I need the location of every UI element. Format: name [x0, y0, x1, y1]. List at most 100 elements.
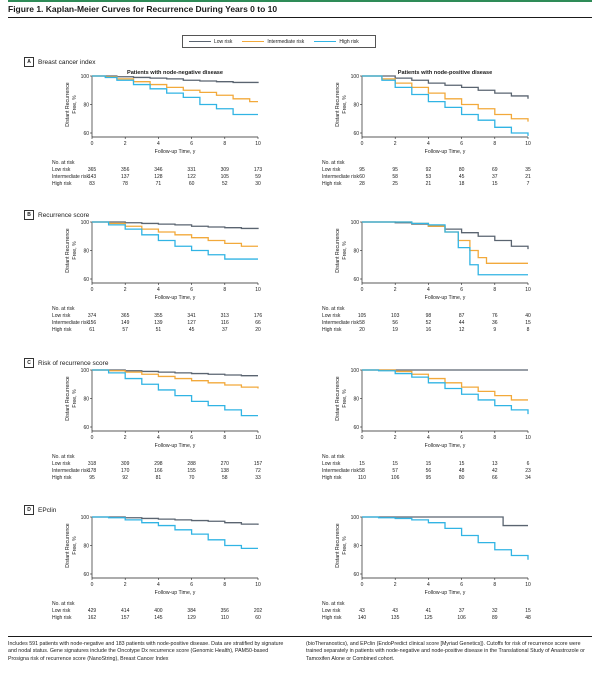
- footer-rule: [8, 636, 592, 637]
- x-tick-label: 2: [124, 582, 127, 588]
- x-tick-label: 10: [255, 287, 261, 293]
- x-axis-label: Follow-up Time, y: [425, 149, 466, 155]
- section-title: Risk of recurrence score: [38, 359, 109, 367]
- risk-row-label: High risk: [52, 181, 72, 187]
- risk-cell: 21: [525, 174, 531, 180]
- y-tick-label: 80: [83, 396, 89, 402]
- series-line-low-risk: [362, 516, 528, 527]
- risk-row-label: Low risk: [52, 167, 71, 173]
- series-line-low-risk: [92, 75, 259, 84]
- y-axis-label: Distant Recurrence: [65, 376, 71, 421]
- risk-cell: 173: [253, 167, 263, 173]
- risk-cell: 139: [154, 320, 163, 326]
- risk-cell: 125: [424, 615, 433, 621]
- risk-cell: 429: [87, 608, 97, 614]
- risk-cell: 83: [89, 181, 95, 187]
- risk-cell: 20: [255, 327, 261, 333]
- risk-cell: 18: [458, 181, 465, 187]
- risk-cell: 341: [187, 313, 196, 319]
- risk-cell: 156: [87, 320, 97, 326]
- x-tick-label: 10: [255, 141, 261, 147]
- risk-cell: 48: [458, 468, 465, 474]
- series-line-low-risk: [92, 221, 259, 230]
- x-tick-label: 4: [427, 582, 430, 588]
- risk-cell: 58: [222, 475, 228, 481]
- risk-cell: 56: [425, 468, 432, 474]
- x-axis-label: Follow-up Time, y: [155, 149, 196, 155]
- risk-cell: 76: [492, 313, 498, 319]
- risk-row-label: Low risk: [322, 461, 341, 467]
- x-axis-label: Follow-up Time, y: [155, 590, 196, 596]
- risk-cell: 157: [121, 615, 130, 621]
- risk-cell: 103: [391, 313, 400, 319]
- y-axis-label: Distant Recurrence: [65, 228, 71, 273]
- y-axis-label: Distant Recurrence: [335, 523, 341, 568]
- y-tick-label: 80: [83, 543, 89, 549]
- risk-cell: 20: [359, 327, 365, 333]
- risk-cell: 35: [525, 167, 531, 173]
- risk-cell: 145: [154, 615, 163, 621]
- x-tick-label: 6: [190, 582, 193, 588]
- figure-title: Figure 1. Kaplan-Meier Curves for Recurr…: [8, 4, 278, 14]
- section-title: Recurrence score: [38, 211, 90, 219]
- series-line-high-risk: [362, 221, 528, 276]
- risk-cell: 162: [87, 615, 97, 621]
- risk-cell: 53: [425, 174, 432, 180]
- title-rule: [8, 17, 592, 18]
- x-tick-label: 0: [91, 435, 94, 441]
- risk-cell: 140: [357, 615, 367, 621]
- km-panel-D-pos: 60 80 100 0 2 4 6 8 10 Follow-up Time, y Distant R…: [335, 515, 531, 596]
- series-line-high-risk: [92, 369, 258, 417]
- series-line-intermediate-risk: [92, 221, 258, 247]
- x-tick-label: 8: [493, 287, 496, 293]
- risk-row-label: Intermediate risk: [52, 320, 89, 326]
- risk-cell: 40: [525, 313, 531, 319]
- risk-cell: 95: [359, 167, 365, 173]
- risk-cell: 32: [492, 608, 498, 614]
- series-line-low-risk: [362, 221, 529, 250]
- risk-cell: 129: [187, 615, 196, 621]
- risk-row-label: High risk: [322, 181, 342, 187]
- risk-row-label: High risk: [322, 475, 342, 481]
- x-tick-label: 2: [394, 582, 397, 588]
- km-panel-B-pos: 60 80 100 0 2 4 6 8 10 Follow-up Time, y Distant R…: [335, 220, 531, 301]
- risk-cell: 72: [255, 468, 261, 474]
- x-axis-label: Follow-up Time, y: [425, 590, 466, 596]
- risk-cell: 58: [359, 320, 365, 326]
- x-tick-label: 10: [525, 435, 531, 441]
- legend-label-intermediate: Intermediate risk: [267, 38, 305, 45]
- risk-table-header: No. at risk: [322, 454, 345, 460]
- y-axis-label: Free, %: [72, 95, 78, 114]
- series-line-low-risk: [92, 516, 259, 525]
- x-tick-label: 10: [255, 435, 261, 441]
- y-tick-label: 100: [351, 220, 360, 226]
- risk-cell: 106: [391, 475, 400, 481]
- legend-swatch-intermediate: [242, 41, 265, 42]
- risk-cell: 7: [526, 181, 530, 187]
- y-tick-label: 60: [83, 572, 89, 578]
- risk-row-label: Intermediate risk: [52, 174, 89, 180]
- y-axis-label: Free, %: [342, 95, 348, 114]
- risk-cell: 37: [222, 327, 228, 333]
- legend-item-high: High risk: [314, 39, 359, 45]
- x-tick-label: 0: [91, 141, 94, 147]
- x-tick-label: 10: [525, 287, 531, 293]
- risk-cell: 37: [492, 174, 498, 180]
- y-tick-label: 80: [353, 102, 359, 108]
- risk-cell: 52: [222, 181, 228, 187]
- risk-table-header: No. at risk: [52, 160, 75, 166]
- risk-cell: 15: [359, 461, 365, 467]
- risk-cell: 78: [122, 181, 128, 187]
- risk-cell: 15: [458, 461, 465, 467]
- risk-cell: 66: [255, 320, 261, 326]
- risk-cell: 33: [255, 475, 261, 481]
- x-tick-label: 0: [91, 582, 94, 588]
- risk-table-header: No. at risk: [322, 306, 345, 312]
- x-tick-label: 0: [361, 141, 364, 147]
- risk-cell: 95: [392, 167, 398, 173]
- risk-cell: 57: [392, 468, 398, 474]
- risk-cell: 70: [188, 475, 195, 481]
- section-title: EPclin: [38, 506, 57, 514]
- x-tick-label: 6: [190, 141, 193, 147]
- risk-cell: 8: [526, 327, 530, 333]
